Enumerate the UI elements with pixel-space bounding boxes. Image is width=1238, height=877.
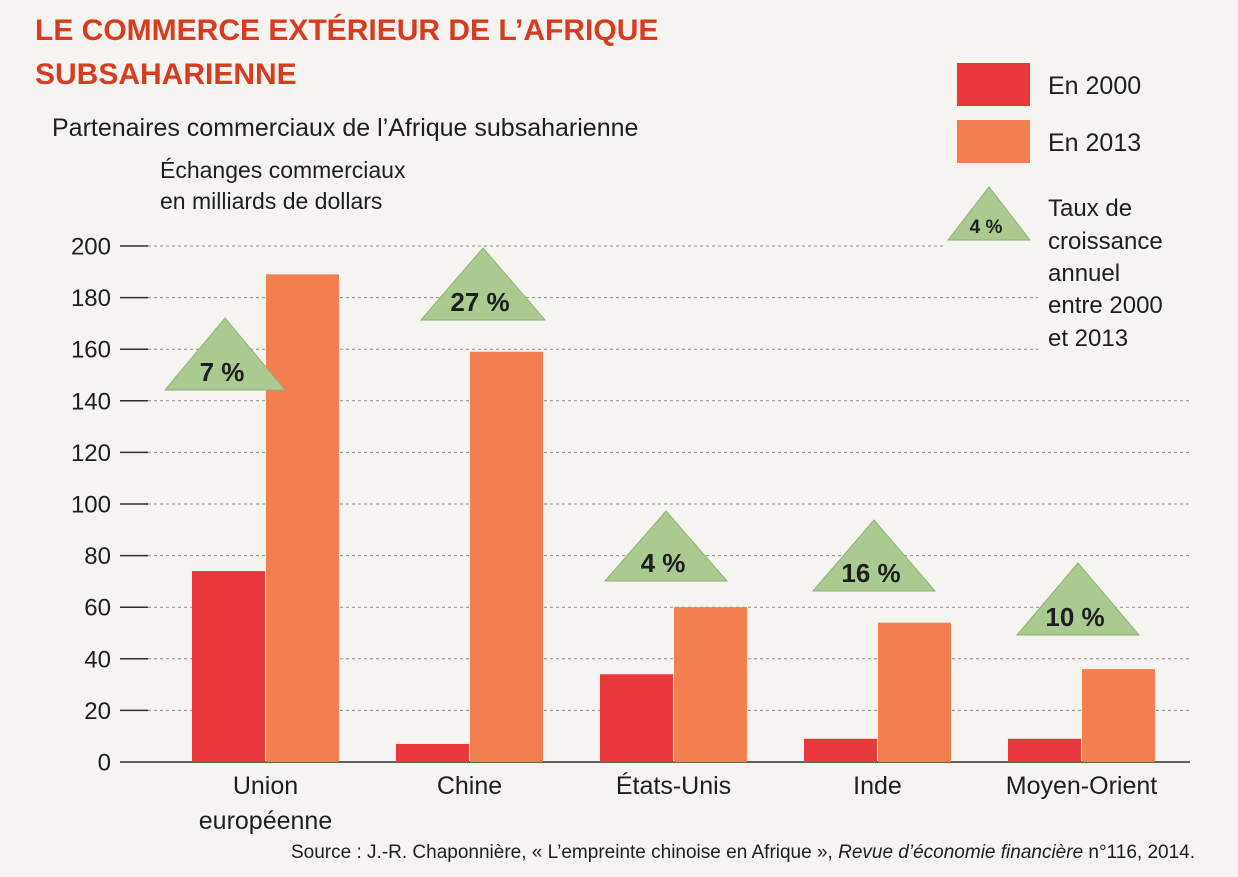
legend-growth-description-line-5: et 2013	[1048, 325, 1128, 352]
source-journal: Revue d’économie financière	[838, 842, 1083, 863]
y-tick-label-100: 100	[71, 492, 111, 519]
bar-en-2013-inde	[878, 622, 951, 762]
bar-en-2013-moyen-orient	[1082, 669, 1155, 762]
y-tick-label-200: 200	[71, 234, 111, 261]
y-tick-label-0: 0	[98, 750, 111, 777]
y-tick-label-160: 160	[71, 337, 111, 364]
source-suffix: n°116, 2014.	[1083, 842, 1195, 863]
y-axis-label: Échanges commerciaux en milliards de dol…	[160, 157, 406, 214]
y-tick-label-120: 120	[71, 440, 111, 467]
legend-swatch-en-2013	[957, 120, 1030, 163]
chart-subtitle: Partenaires commerciaux de l’Afrique sub…	[52, 114, 638, 142]
legend: En 2000 En 2013 4 % Taux de croissance a…	[946, 63, 1163, 352]
bar-en-2000-etats-unis	[600, 674, 673, 762]
category-label-etats-unis: États-Unis	[615, 772, 732, 800]
y-tick-label-60: 60	[84, 595, 111, 622]
chart-title-line-2: SUBSAHARIENNE	[35, 58, 297, 91]
source-prefix: Source : J.-R. Chaponnière, « L’empreint…	[291, 842, 838, 863]
legend-growth-triangle	[946, 186, 1032, 241]
growth-triangle-union-europeenne	[163, 317, 287, 391]
bar-en-2013-etats-unis	[674, 607, 747, 762]
growth-triangle-etats-unis	[603, 510, 729, 582]
legend-growth-description-line-4: entre 2000	[1048, 292, 1163, 319]
growth-rate-label-union-europeenne: 7 %	[200, 357, 245, 387]
y-axis-label-line-2: en milliards de dollars	[160, 188, 382, 214]
category-label-union-europeenne: Union européenne	[198, 772, 333, 835]
y-tick-label-20: 20	[84, 698, 111, 725]
bar-en-2000-moyen-orient	[1008, 738, 1081, 762]
legend-growth-description-line-1: Taux de	[1048, 195, 1132, 222]
legend-growth-description-line-2: croissance	[1048, 228, 1163, 255]
bar-en-2000-union-europeenne	[192, 571, 265, 762]
y-tick-label-180: 180	[71, 285, 111, 312]
bar-en-2000-inde	[804, 738, 877, 762]
bar-en-2000-chine	[396, 743, 469, 762]
growth-triangle-chine	[419, 247, 547, 321]
title-block: LE COMMERCE EXTÉRIEUR DE L’AFRIQUE SUBSA…	[35, 13, 658, 142]
y-axis-label-line-1: Échanges commerciaux	[160, 157, 406, 183]
category-label-chine: Chine	[436, 772, 503, 800]
legend-growth-symbol-label: 4 %	[970, 217, 1003, 238]
growth-triangle-inde	[811, 519, 937, 592]
y-tick-label-140: 140	[71, 388, 111, 415]
y-tick-labels-layer: 0 20 40 60 80 100 120 140 160 180 200	[71, 234, 111, 777]
legend-label-en-2013: En 2013	[1048, 129, 1141, 157]
category-label-moyen-orient: Moyen-Orient	[1005, 772, 1158, 800]
bar-en-2013-union-europeenne	[266, 274, 339, 762]
legend-label-en-2000: En 2000	[1048, 72, 1141, 100]
legend-swatch-en-2000	[957, 63, 1030, 106]
legend-growth-description-line-3: annuel	[1048, 260, 1120, 287]
category-label-inde: Inde	[853, 772, 902, 800]
growth-rate-layer: 7 % 27 % 4 % 16 % 10 %	[163, 247, 1141, 636]
y-tick-label-40: 40	[84, 646, 111, 673]
bars-layer	[192, 274, 1155, 762]
chart-title-line-1: LE COMMERCE EXTÉRIEUR DE L’AFRIQUE	[35, 13, 658, 47]
growth-rate-label-chine: 27 %	[450, 287, 509, 317]
growth-triangle-moyen-orient	[1015, 562, 1141, 636]
y-tick-label-80: 80	[84, 543, 111, 570]
bar-en-2013-chine	[470, 351, 543, 762]
growth-rate-label-inde: 16 %	[841, 558, 900, 588]
source-note: Source : J.-R. Chaponnière, « L’empreint…	[291, 842, 1195, 863]
growth-rate-label-moyen-orient: 10 %	[1045, 602, 1104, 632]
growth-rate-label-etats-unis: 4 %	[641, 548, 686, 578]
